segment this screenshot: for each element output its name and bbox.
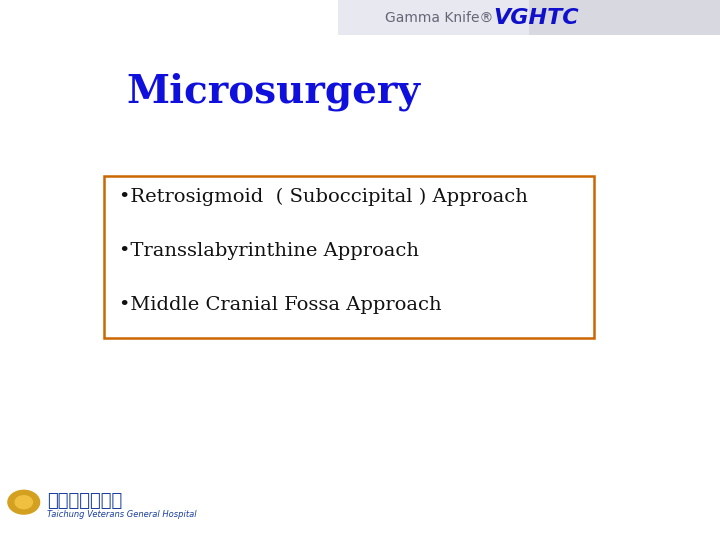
Text: •Transslabyrinthine Approach: •Transslabyrinthine Approach [119, 242, 419, 260]
Circle shape [15, 496, 32, 509]
Text: Microsurgery: Microsurgery [127, 72, 420, 111]
Text: Gamma Knife®: Gamma Knife® [385, 11, 494, 25]
Text: VGHTC: VGHTC [493, 8, 579, 28]
Text: Taichung Veterans General Hospital: Taichung Veterans General Hospital [47, 510, 197, 518]
FancyBboxPatch shape [338, 0, 720, 35]
FancyBboxPatch shape [338, 0, 529, 35]
FancyBboxPatch shape [104, 176, 594, 338]
Circle shape [8, 490, 40, 514]
Text: 台中榮民總醫院: 台中榮民總醫院 [47, 491, 122, 510]
Text: •Retrosigmoid  ( Suboccipital ) Approach: •Retrosigmoid ( Suboccipital ) Approach [119, 188, 528, 206]
Text: •Middle Cranial Fossa Approach: •Middle Cranial Fossa Approach [119, 296, 441, 314]
